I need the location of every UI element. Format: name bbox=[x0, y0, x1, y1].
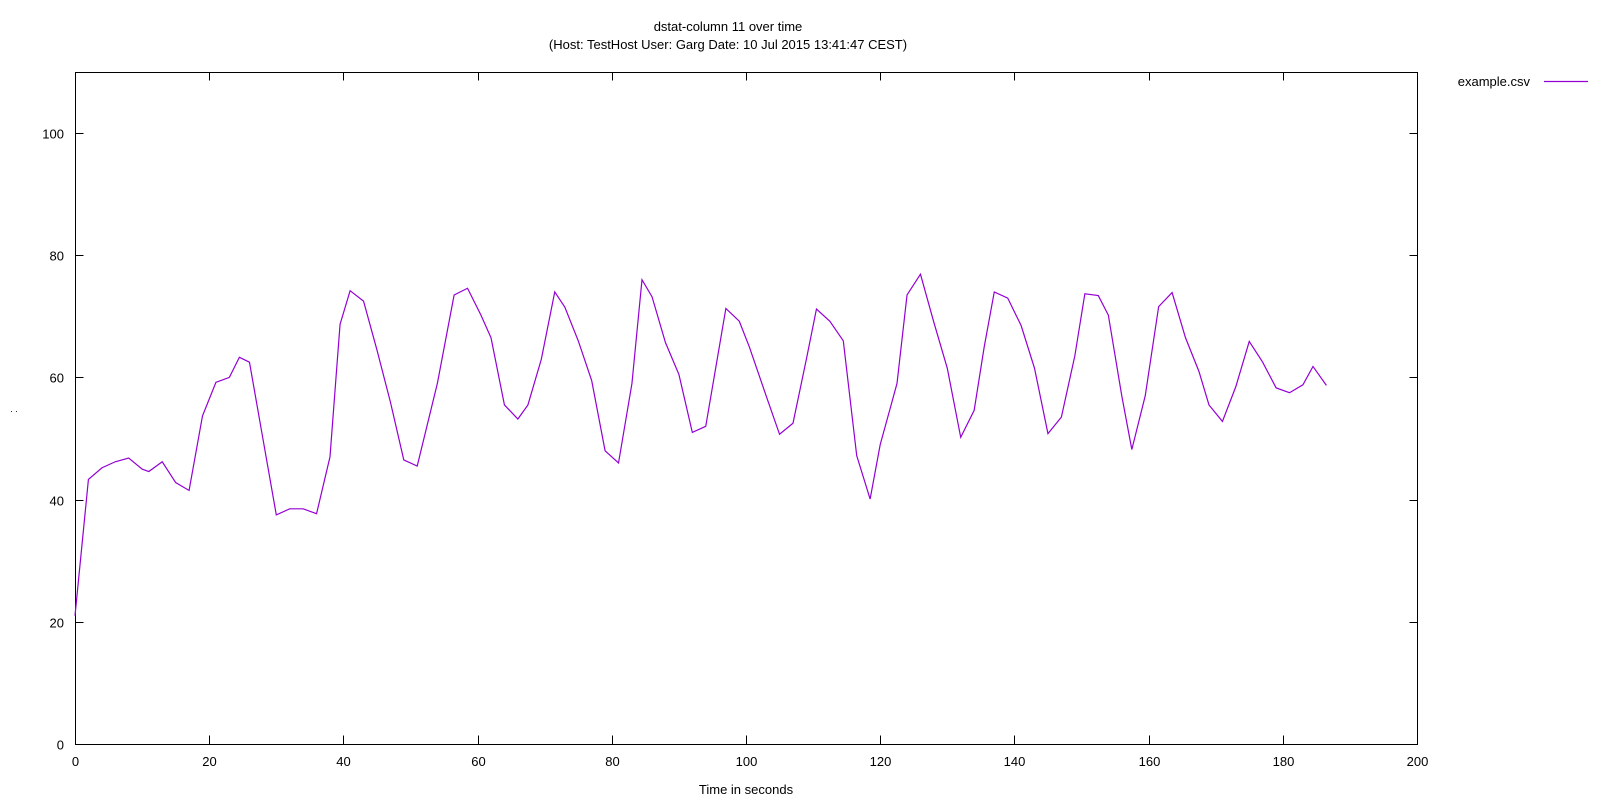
x-tick-label: 80 bbox=[605, 754, 619, 769]
legend: example.csv bbox=[1458, 74, 1588, 89]
y-tick-label: 40 bbox=[50, 494, 64, 509]
series-line-example-csv bbox=[74, 272, 1327, 616]
y-tick-label: 0 bbox=[57, 738, 64, 753]
y-tick-label: 20 bbox=[50, 616, 64, 631]
x-tick-label: 120 bbox=[870, 754, 892, 769]
series-layer bbox=[74, 272, 1327, 616]
x-tick-label: 40 bbox=[336, 754, 350, 769]
x-tick-label: 20 bbox=[202, 754, 216, 769]
y-tick-label: 80 bbox=[50, 249, 64, 264]
y-axis-label: . . bbox=[10, 404, 18, 414]
x-axis-label: Time in seconds bbox=[699, 782, 794, 797]
y-tick-label: 100 bbox=[42, 127, 64, 142]
legend-label-example-csv: example.csv bbox=[1458, 74, 1531, 89]
y-tick-label: 60 bbox=[50, 371, 64, 386]
x-tick-label: 100 bbox=[736, 754, 758, 769]
plot-frame bbox=[75, 72, 1418, 745]
x-tick-label: 200 bbox=[1407, 754, 1429, 769]
x-tick-label: 140 bbox=[1004, 754, 1026, 769]
x-axis: 0 20 40 60 80 100 120 140 160 180 200 bbox=[72, 72, 1429, 769]
x-tick-label: 60 bbox=[471, 754, 485, 769]
chart-subtitle: (Host: TestHost User: Garg Date: 10 Jul … bbox=[549, 37, 907, 52]
chart-title: dstat-column 11 over time bbox=[654, 19, 803, 34]
x-tick-label: 0 bbox=[72, 754, 79, 769]
x-tick-label: 180 bbox=[1273, 754, 1295, 769]
y-axis: 0 20 40 60 80 100 bbox=[42, 127, 1418, 753]
x-tick-label: 160 bbox=[1139, 754, 1161, 769]
